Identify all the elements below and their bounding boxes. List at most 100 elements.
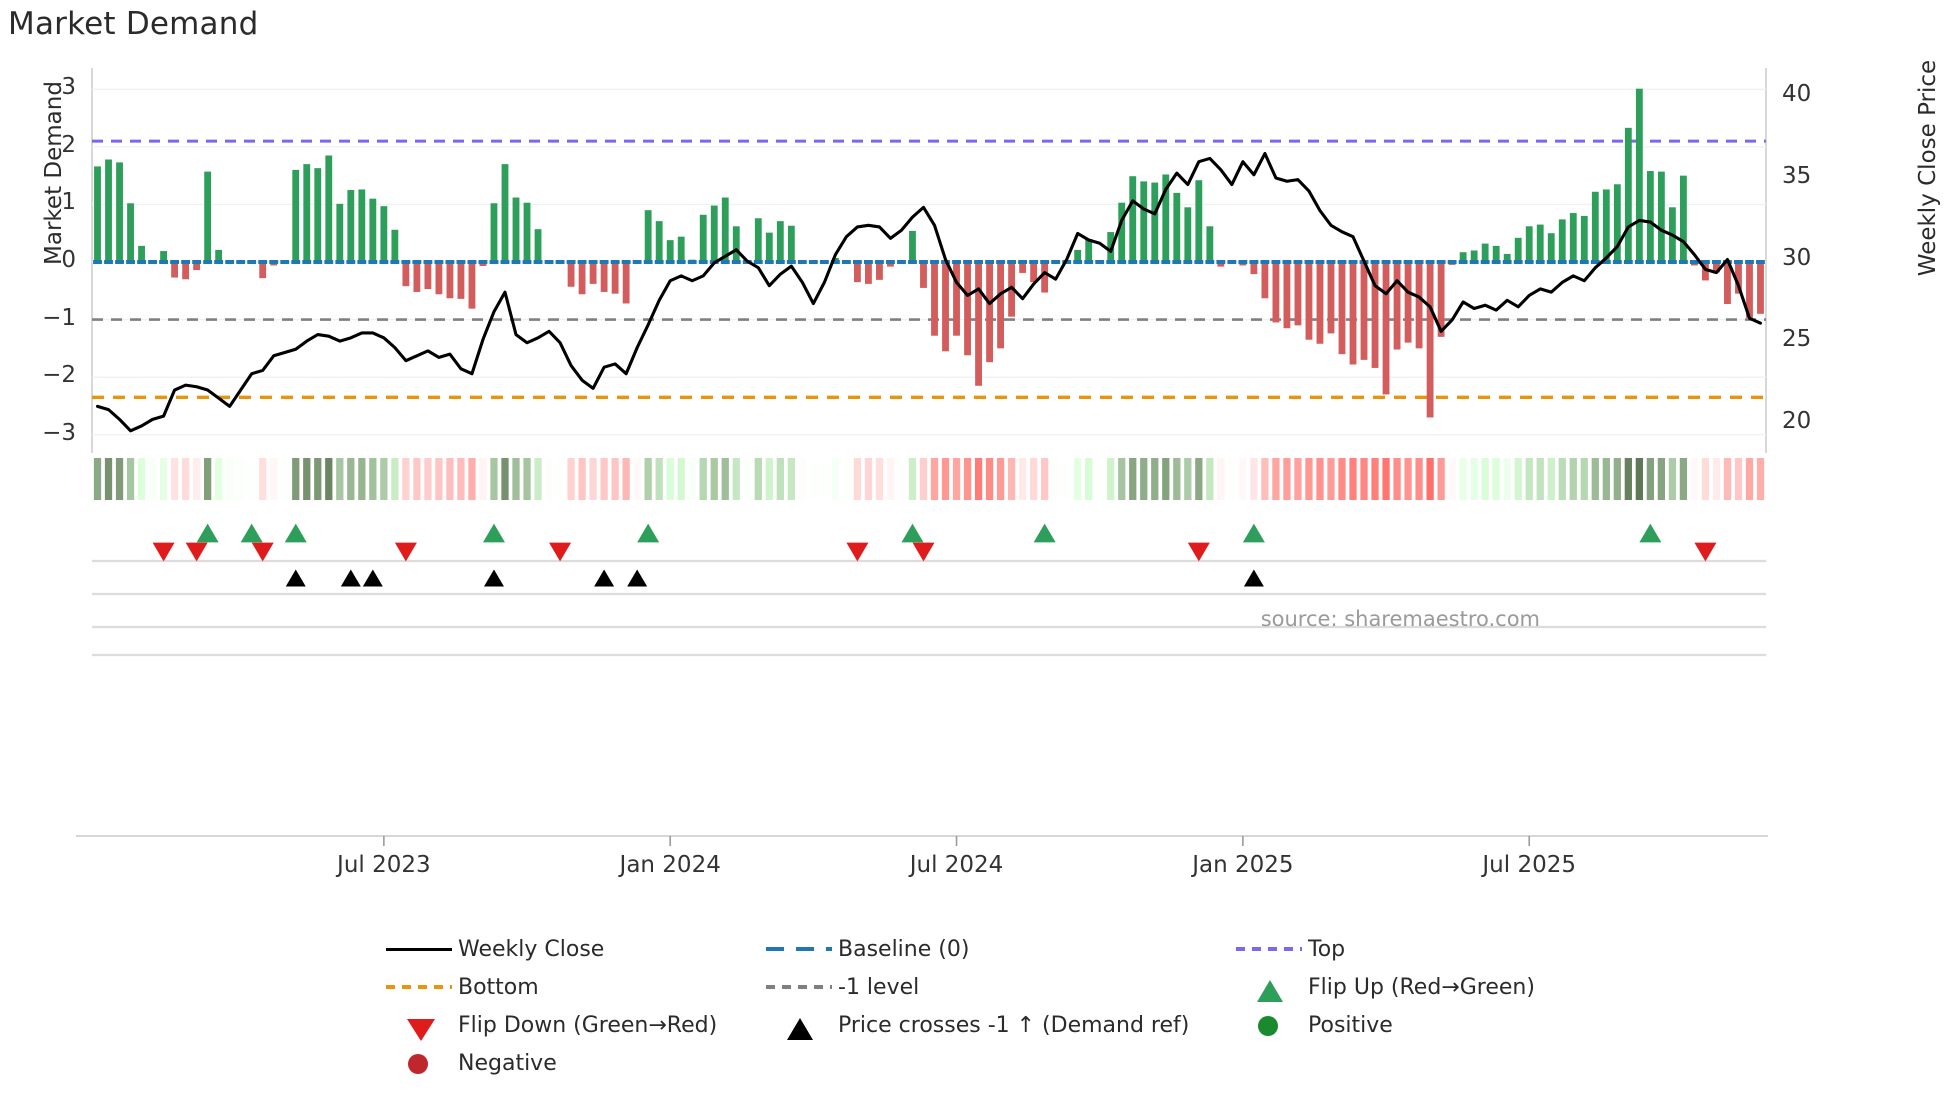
marker-flip-down[interactable]	[1187, 542, 1210, 562]
x-axis-tick-label: Jul 2025	[1482, 852, 1576, 878]
heatmap-cell	[1701, 458, 1710, 500]
heatmap-cell	[137, 458, 146, 500]
legend-label: Positive	[1308, 1012, 1393, 1038]
demand-bar	[732, 226, 740, 262]
heatmap-cell	[1723, 458, 1732, 500]
marker-price-cross[interactable]	[627, 569, 648, 587]
demand-bar	[512, 197, 520, 262]
demand-bar	[1151, 182, 1159, 262]
legend-item-positive[interactable]: Positive	[1230, 1006, 1630, 1044]
legend-label: Negative	[458, 1050, 557, 1076]
heatmap-cell	[1690, 458, 1699, 500]
heatmap-cell	[1338, 458, 1346, 500]
legend-item-flip-down[interactable]: Flip Down (Green→Red)	[380, 1006, 760, 1044]
marker-flip-down[interactable]	[912, 542, 935, 562]
marker-price-cross[interactable]	[285, 569, 306, 587]
heatmap-cell	[776, 458, 784, 500]
demand-bar	[754, 218, 762, 262]
demand-bar	[204, 171, 212, 262]
demand-bar	[1503, 253, 1511, 262]
legend-item-baseline[interactable]: Baseline (0)	[760, 930, 1230, 968]
heatmap-cell	[1261, 458, 1269, 500]
legend-item-minus-one-level[interactable]: -1 level	[760, 968, 1230, 1006]
y-axis-right-tick-label: 30	[1782, 244, 1812, 271]
marker-flip-up[interactable]	[196, 523, 219, 543]
demand-bar	[369, 198, 377, 262]
legend-label: Price crosses -1 ↑ (Demand ref)	[838, 1012, 1190, 1038]
marker-price-cross[interactable]	[1243, 569, 1264, 587]
legend-item-price-cross[interactable]: Price crosses -1 ↑ (Demand ref)	[760, 1006, 1230, 1044]
marker-price-cross[interactable]	[362, 569, 383, 587]
marker-flip-down[interactable]	[394, 542, 417, 562]
heatmap-cell	[853, 458, 862, 500]
heatmap-cell	[1316, 458, 1324, 500]
heatmap-cell	[237, 458, 245, 500]
marker-flip-up[interactable]	[284, 523, 307, 543]
legend-item-flip-up[interactable]: Flip Up (Red→Green)	[1230, 968, 1630, 1006]
heatmap-cell	[501, 458, 509, 500]
demand-bar	[710, 205, 718, 262]
heatmap-cell	[1558, 458, 1566, 500]
marker-flip-down[interactable]	[846, 542, 869, 562]
marker-flip-up[interactable]	[637, 523, 660, 543]
marker-flip-up[interactable]	[901, 523, 924, 543]
heatmap-cell	[1591, 458, 1599, 500]
marker-flip-up[interactable]	[482, 523, 505, 543]
marker-flip-down[interactable]	[1694, 542, 1717, 562]
heatmap-cell	[1272, 458, 1280, 500]
demand-bar	[1206, 226, 1214, 262]
demand-bar	[435, 262, 443, 295]
heatmap-cell	[633, 458, 641, 500]
heatmap-cell	[259, 458, 267, 500]
demand-bar	[1118, 202, 1126, 262]
demand-bar	[501, 164, 509, 262]
marker-flip-up[interactable]	[1242, 523, 1265, 543]
marker-price-cross[interactable]	[340, 569, 361, 587]
demand-bar	[523, 202, 531, 262]
legend-item-bottom[interactable]: Bottom	[380, 968, 760, 1006]
heatmap-cell	[1492, 458, 1500, 500]
marker-flip-up[interactable]	[240, 523, 263, 543]
legend-row: Weekly Close Baseline (0) Top	[380, 930, 1800, 968]
heatmap-cell	[809, 458, 817, 500]
demand-bar	[138, 245, 145, 262]
demand-bar	[446, 262, 454, 299]
heatmap-cell	[347, 458, 355, 500]
heatmap-cell	[1041, 458, 1049, 500]
marker-price-cross[interactable]	[483, 569, 504, 587]
heatmap-cell	[1514, 458, 1522, 500]
heatmap-cell	[699, 458, 707, 500]
demand-bar	[127, 203, 134, 262]
demand-bar	[953, 262, 960, 336]
demand-bar	[457, 262, 465, 299]
demand-bar	[193, 262, 201, 271]
y-axis-left-tick-label: −1	[42, 304, 76, 331]
demand-bar	[909, 230, 916, 262]
heatmap-cell	[1162, 458, 1170, 500]
heatmap-cell	[1239, 458, 1247, 500]
demand-bar	[776, 221, 784, 262]
heatmap-cell	[369, 458, 377, 500]
heatmap-cell	[1206, 458, 1214, 500]
heatmap-cell	[523, 458, 531, 500]
legend-item-negative[interactable]: Negative	[380, 1044, 760, 1082]
heatmap-cell	[512, 458, 520, 500]
demand-bar	[1272, 262, 1280, 323]
demand-bar	[1371, 262, 1379, 368]
demand-bar	[1646, 171, 1654, 262]
marker-flip-up[interactable]	[1033, 523, 1056, 543]
heatmap-cell	[787, 458, 795, 500]
marker-price-cross[interactable]	[594, 569, 615, 587]
demand-bar	[479, 262, 487, 267]
legend-item-weekly-close[interactable]: Weekly Close	[380, 930, 760, 968]
marker-flip-up[interactable]	[1639, 523, 1662, 543]
marker-flip-down[interactable]	[185, 542, 208, 562]
x-axis-tick-label: Jul 2024	[909, 852, 1004, 878]
marker-flip-down[interactable]	[549, 542, 572, 562]
marker-flip-down[interactable]	[251, 542, 274, 562]
heatmap-cell	[831, 458, 840, 500]
demand-bar	[997, 262, 1004, 349]
legend-item-top[interactable]: Top	[1230, 930, 1630, 968]
demand-bar	[1382, 262, 1390, 395]
marker-flip-down[interactable]	[152, 542, 175, 562]
